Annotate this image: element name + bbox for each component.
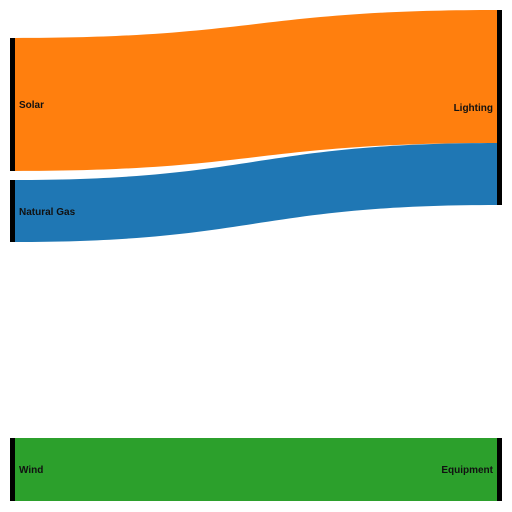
links-layer: [15, 10, 497, 501]
node-label-equipment: Equipment: [441, 465, 493, 476]
node-label-lighting: Lighting: [454, 103, 493, 114]
node-bar-natural-gas: [10, 180, 15, 242]
link-wind-to-equipment: [15, 438, 497, 501]
link-solar-to-lighting: [15, 10, 497, 171]
node-label-solar: Solar: [19, 100, 44, 111]
labels-layer: Solar Natural Gas Wind Lighting Equipmen…: [19, 100, 494, 476]
nodes-layer: [10, 10, 502, 501]
node-bar-wind: [10, 438, 15, 501]
node-label-natural-gas: Natural Gas: [19, 207, 76, 218]
node-bar-solar: [10, 38, 15, 171]
node-label-wind: Wind: [19, 465, 43, 476]
link-natural-gas-to-lighting: [15, 143, 497, 242]
node-bar-lighting: [497, 10, 502, 205]
node-bar-equipment: [497, 438, 502, 501]
